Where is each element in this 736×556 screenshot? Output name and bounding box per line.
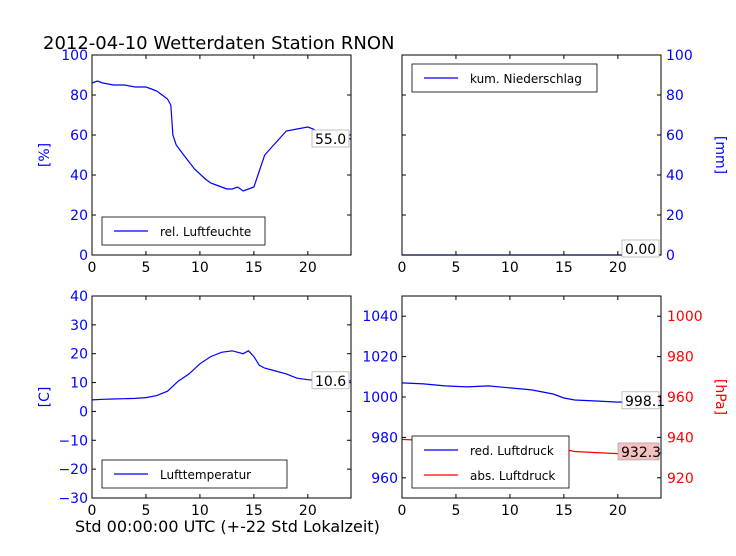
temperature-y-tick-label: 10: [70, 376, 88, 392]
temperature-y-tick-label: 40: [70, 289, 88, 305]
precipitation-y-tick-label: 40: [666, 168, 684, 184]
pressure-legend-label: abs. Luftdruck: [470, 469, 555, 483]
temperature-last-value-label: 10.6: [315, 374, 346, 390]
pressure-x-tick-label: 20: [609, 503, 627, 519]
temperature-y-tick-label: 0: [79, 404, 88, 420]
x-axis-label: Std 00:00:00 UTC (+-22 Std Lokalzeit): [75, 517, 380, 536]
pressure-last-value-label-2: 932.3: [621, 445, 661, 461]
precipitation-y-tick-label: 0: [666, 248, 675, 264]
pressure-last-value-box-2: [617, 442, 660, 461]
precipitation-y-tick-label: 60: [666, 128, 684, 144]
humidity-y-tick-label: 40: [70, 168, 88, 184]
pressure-x-tick-label: 10: [501, 503, 519, 519]
pressure-x-tick-label: 15: [555, 503, 573, 519]
precipitation-x-tick-label: 20: [609, 260, 627, 276]
pressure-y-tick-label: 1020: [362, 350, 398, 366]
humidity-last-value-label: 55.0: [315, 132, 346, 148]
pressure-y-tick-label: 1000: [362, 390, 398, 406]
humidity-x-tick-label: 5: [141, 260, 150, 276]
temperature-x-tick-label: 20: [299, 503, 317, 519]
precipitation-last-value-box: [621, 239, 660, 258]
pressure-y2-tick-label: 920: [667, 471, 694, 487]
humidity-y-tick-label: 100: [61, 48, 88, 64]
temperature-y-tick-label: 30: [70, 318, 88, 334]
humidity-plot-frame: [91, 54, 352, 256]
pressure-y-tick-label: 960: [371, 471, 398, 487]
pressure-y2-tick-label: 940: [667, 430, 694, 446]
temperature-x-tick-label: 5: [141, 503, 150, 519]
humidity-x-tick-label: 20: [299, 260, 317, 276]
precipitation-legend-label: kum. Niederschlag: [470, 72, 582, 86]
temperature-plot-frame: [91, 295, 352, 499]
pressure-y2-tick-label: 960: [667, 390, 694, 406]
precipitation-x-tick-label: 15: [555, 260, 573, 276]
pressure-y-tick-label: 1040: [362, 309, 398, 325]
pressure-legend-box: [411, 435, 570, 489]
precipitation-y-tick-label: 100: [666, 48, 693, 64]
humidity-x-tick-label: 15: [245, 260, 263, 276]
humidity-y-tick-label: 80: [70, 88, 88, 104]
temperature-last-value-box: [311, 371, 350, 390]
pressure-y2-tick-label: 1000: [667, 309, 703, 325]
precipitation-x-tick-label: 10: [501, 260, 519, 276]
humidity-series-line-0: [91, 80, 352, 192]
humidity-y-axis-label: [%]: [37, 143, 53, 167]
humidity-last-value-box: [311, 129, 350, 148]
temperature-y-axis-label: [C]: [37, 387, 53, 408]
temperature-y-tick-label: 20: [70, 347, 88, 363]
temperature-legend-label: Lufttemperatur: [160, 468, 251, 482]
precipitation-y-tick-label: 20: [666, 208, 684, 224]
pressure-x-tick-label: 0: [398, 503, 407, 519]
precipitation-x-tick-label: 0: [398, 260, 407, 276]
pressure-y2-tick-label: 980: [667, 350, 694, 366]
humidity-legend-label: rel. Luftfeuchte: [160, 225, 251, 239]
precipitation-plot-frame: [401, 54, 662, 256]
temperature-y-tick-label: −10: [58, 433, 88, 449]
precipitation-x-tick-label: 5: [451, 260, 460, 276]
humidity-x-tick-label: 10: [191, 260, 209, 276]
pressure-y-axis-label: [hPa]: [712, 379, 728, 415]
temperature-x-tick-label: 0: [88, 503, 97, 519]
humidity-y-tick-label: 20: [70, 208, 88, 224]
pressure-last-value-label: 998.1: [625, 394, 665, 410]
temperature-series-line-0: [91, 350, 351, 401]
humidity-y-tick-label: 60: [70, 128, 88, 144]
pressure-legend-label: red. Luftdruck: [470, 444, 554, 458]
precipitation-last-value-label: 0.00: [625, 242, 656, 258]
pressure-x-tick-label: 5: [451, 503, 460, 519]
temperature-x-tick-label: 10: [191, 503, 209, 519]
temperature-y-tick-label: −30: [58, 491, 88, 507]
precipitation-y-tick-label: 80: [666, 88, 684, 104]
pressure-y-tick-label: 980: [371, 430, 398, 446]
temperature-x-tick-label: 15: [245, 503, 263, 519]
figure-title: 2012-04-10 Wetterdaten Station RNON: [43, 33, 394, 54]
precipitation-y-axis-label: [mm]: [712, 136, 728, 174]
humidity-y-tick-label: 0: [79, 248, 88, 264]
humidity-x-tick-label: 0: [88, 260, 97, 276]
pressure-last-value-box: [621, 391, 660, 410]
temperature-y-tick-label: −20: [58, 462, 88, 478]
pressure-series-line-0: [401, 382, 662, 403]
